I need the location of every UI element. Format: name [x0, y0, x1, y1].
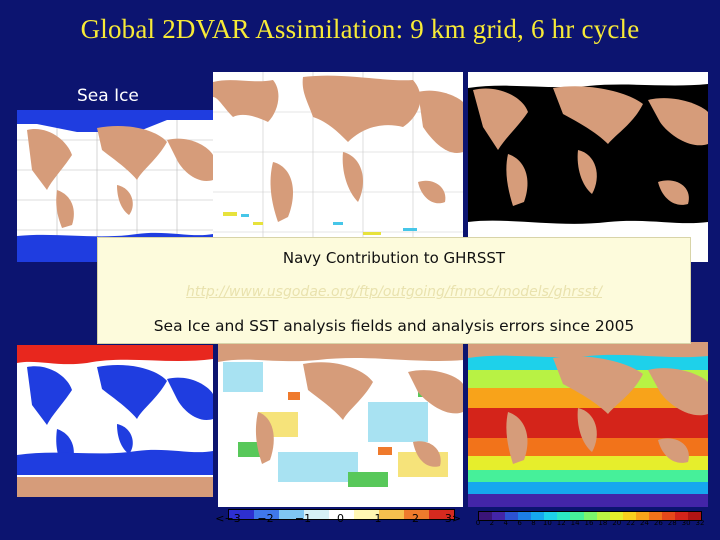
sst-swatch-14	[661, 512, 675, 520]
sst-swatch-10	[609, 512, 623, 520]
sst-tick-7: 14	[570, 519, 580, 527]
sst-swatch-1	[492, 512, 506, 520]
sst-swatch-5	[544, 512, 558, 520]
sst-swatch-16	[688, 512, 702, 520]
anomaly-tick-3: 0	[337, 512, 344, 525]
sst-colorbar	[478, 511, 702, 521]
sst-tick-9: 18	[598, 519, 608, 527]
sst-tick-10: 20	[612, 519, 622, 527]
sst-tick-2: 4	[503, 519, 508, 527]
anomaly-tick-1: −2	[257, 512, 274, 525]
sst-swatch-12	[635, 512, 649, 520]
anomaly-swatch-7	[404, 510, 429, 519]
anomaly-tick-4: 1	[374, 512, 382, 525]
anomaly-tick-6: 3>	[444, 512, 462, 525]
sst-swatch-9	[596, 512, 610, 520]
sst-tick-14: 28	[667, 519, 677, 527]
sst-swatch-7	[570, 512, 584, 520]
sst-tick-15: 30	[681, 519, 691, 527]
map-sst-anomaly-bottom	[218, 342, 463, 507]
sst-colorbar-ticks: 0 2 4 6 8 10 12 14 16 18 20 22 24 26 28 30 32	[475, 519, 705, 531]
anomaly-swatch-0	[229, 510, 254, 519]
anomaly-tick-0: <−3	[215, 512, 241, 525]
sst-tick-5: 10	[542, 519, 552, 527]
map-sst-error-top	[468, 72, 708, 262]
anomaly-swatch-3	[304, 510, 329, 519]
ghrsst-link[interactable]: http://www.usgodae.org/ftp/outgoing/fnmo…	[186, 284, 602, 300]
anomaly-tick-2: −1	[294, 512, 312, 525]
anomaly-colorbar-ticks: <−3 −2 −1 0 1 2 3>	[215, 512, 461, 530]
anomaly-swatch-8	[429, 510, 454, 519]
sst-tick-4: 8	[531, 519, 536, 527]
sst-tick-1: 2	[489, 519, 495, 527]
anomaly-swatch-4	[329, 510, 354, 519]
anomaly-swatch-2	[279, 510, 304, 519]
sst-swatch-3	[518, 512, 532, 520]
sst-swatch-13	[648, 512, 662, 520]
sst-swatch-2	[505, 512, 519, 520]
sst-tick-11: 22	[626, 519, 636, 527]
notice-heading: Navy Contribution to GHRSST	[282, 249, 506, 267]
sst-swatch-0	[479, 512, 493, 520]
sst-swatch-8	[583, 512, 597, 520]
sst-tick-16: 32	[695, 519, 705, 527]
anomaly-swatch-1	[254, 510, 279, 519]
ghrsst-notice-box: Navy Contribution to GHRSST http://www.u…	[97, 237, 691, 344]
sea-ice-label: Sea Ice	[77, 86, 139, 106]
sst-tick-6: 12	[556, 519, 566, 527]
sst-tick-13: 26	[653, 519, 663, 527]
sst-tick-8: 16	[584, 519, 594, 527]
sst-tick-12: 24	[640, 519, 649, 527]
map-sst-analysis-bottom	[468, 342, 708, 507]
map-sea-ice-bottom	[17, 345, 213, 497]
notice-description: Sea Ice and SST analysis fields and anal…	[153, 317, 635, 335]
sst-swatch-6	[557, 512, 571, 520]
anomaly-colorbar	[228, 509, 455, 520]
anomaly-tick-5: 2	[412, 512, 419, 525]
sst-tick-3: 6	[517, 519, 522, 527]
sst-tick-0: 0	[475, 519, 481, 527]
anomaly-swatch-5	[354, 510, 379, 519]
slide-title: Global 2DVAR Assimilation: 9 km grid, 6 …	[80, 14, 640, 44]
map-sst-anomaly-top	[213, 72, 463, 262]
anomaly-swatch-6	[379, 510, 404, 519]
sst-swatch-4	[531, 512, 545, 520]
sst-swatch-11	[622, 512, 636, 520]
sst-swatch-15	[674, 512, 688, 520]
